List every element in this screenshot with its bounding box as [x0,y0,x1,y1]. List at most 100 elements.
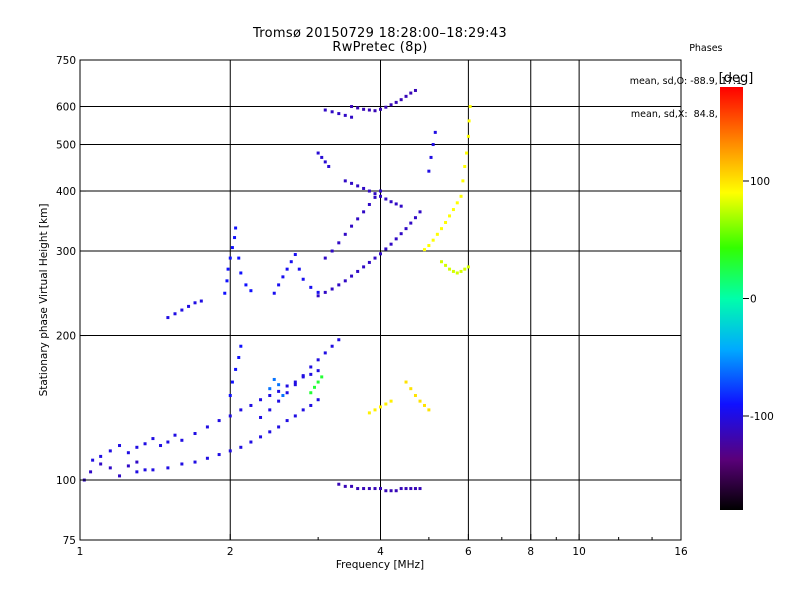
data-point [427,408,431,412]
y-tick-label: 75 [63,535,76,547]
data-point [277,425,281,429]
data-point [367,202,371,206]
data-point [143,442,147,446]
data-point [249,440,253,444]
data-point [180,308,184,312]
data-point [285,384,289,388]
data-point [285,267,289,271]
y-tick-label: 400 [56,186,76,198]
x-axis-label: Frequency [MHz] [336,559,424,571]
data-point [281,275,285,279]
data-point [173,312,177,316]
data-point [362,210,366,214]
data-point [455,201,459,205]
data-point [379,194,382,198]
data-point [431,238,435,242]
data-point [343,279,347,283]
data-point [356,487,360,491]
data-point [379,405,382,409]
data-point [350,274,354,278]
colorbar-tick-label: 0 [750,294,757,306]
data-point [418,399,422,403]
data-point [277,399,281,403]
data-point [384,197,388,201]
data-point [228,449,232,453]
data-point [409,387,413,391]
data-point [467,119,471,123]
y-tick-label: 100 [56,475,76,487]
data-point [268,430,272,434]
data-points [82,88,472,493]
x-tick-label: 16 [674,546,688,558]
data-point [389,103,393,107]
data-point [244,283,248,287]
data-point [367,189,371,193]
data-point [461,179,465,183]
x-axis-ticks: 1 2 4 6 8 10 16 [77,534,688,558]
data-point [404,227,408,231]
data-point [356,217,360,221]
data-point [448,214,452,218]
data-point [285,419,289,423]
data-point [451,269,455,273]
data-point [316,398,320,402]
data-point [394,237,398,241]
data-point [394,100,398,104]
data-point [431,143,435,147]
data-point [444,263,448,267]
data-point [429,155,433,159]
data-point [297,267,301,271]
data-point [440,260,444,264]
data-point [239,445,243,449]
data-point [330,344,334,348]
data-point [277,283,281,287]
data-point [323,256,327,260]
data-point [293,380,297,384]
data-point [413,487,417,491]
data-point [320,375,324,379]
data-point [309,403,313,407]
y-tick-label: 500 [56,140,76,152]
data-point [126,451,130,455]
data-point [362,265,366,269]
data-point [399,98,403,102]
data-point [135,445,139,449]
data-point [293,383,297,387]
data-point [389,242,393,246]
data-point [228,414,232,418]
data-point [399,204,403,208]
data-point [343,232,347,236]
data-point [323,160,327,164]
data-point [343,484,347,488]
data-point [413,216,417,220]
data-point [293,253,297,257]
data-point [272,291,276,295]
data-point [373,192,377,196]
data-point [289,260,293,264]
data-point [259,435,263,439]
data-point [455,271,459,275]
data-point [330,110,334,114]
data-point [350,115,354,119]
data-point [217,419,221,423]
data-point [230,380,234,384]
data-point [316,151,320,155]
data-point [459,269,463,273]
x-tick-label: 6 [465,546,472,558]
data-point [343,113,347,117]
data-point [272,377,276,381]
data-point [384,402,388,406]
phases-title: Phases [689,43,723,54]
data-point [234,367,238,371]
colorbar-tick-label: -100 [750,411,774,423]
data-point [389,399,393,403]
data-point [367,487,371,491]
x-tick-label: 4 [377,546,384,558]
chart-title: Tromsø 20150729 18:28:00–18:29:43 [252,26,508,41]
data-point [367,108,371,112]
data-point [373,195,377,199]
data-point [293,414,297,418]
data-point [379,487,382,491]
data-point [108,449,112,453]
data-point [226,267,230,271]
